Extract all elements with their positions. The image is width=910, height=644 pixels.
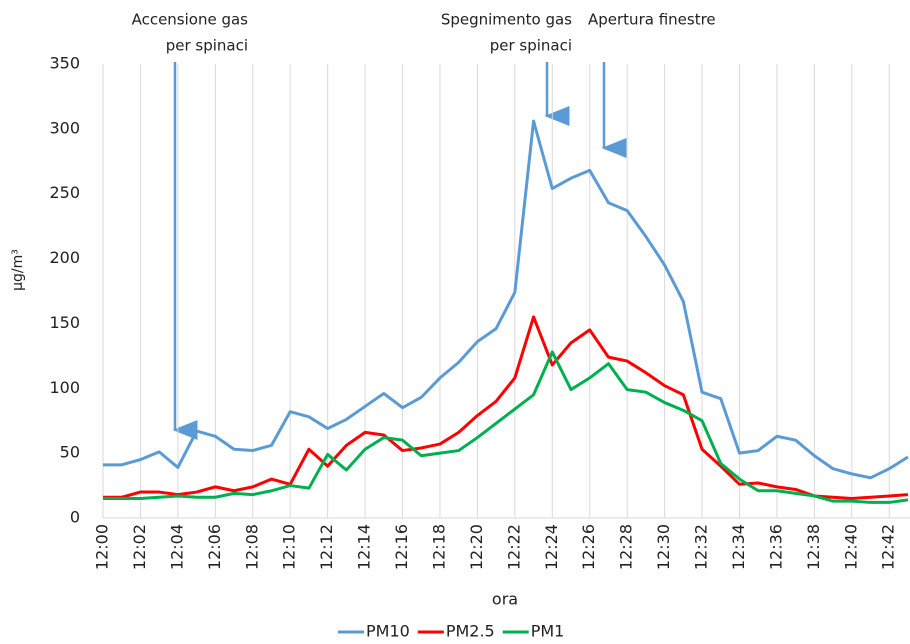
x-tick-label: 12:22 [504, 524, 523, 570]
y-tick-label: 150 [49, 313, 80, 332]
x-tick-label: 12:08 [242, 524, 261, 570]
x-tick-label: 12:04 [167, 524, 186, 570]
x-tick-label: 12:00 [93, 524, 112, 570]
y-tick-label: 350 [49, 54, 80, 73]
x-tick-label: 12:02 [130, 524, 149, 570]
x-tick-label: 12:06 [205, 524, 224, 570]
x-tick-label: 12:30 [654, 524, 673, 570]
x-tick-label: 12:42 [879, 524, 898, 570]
x-tick-label: 12:14 [355, 524, 374, 570]
y-tick-label: 100 [49, 378, 80, 397]
legend-label: PM10 [366, 622, 410, 641]
data-line [103, 315, 909, 501]
x-tick-label: 12:12 [317, 524, 336, 570]
x-tick-label: 12:36 [766, 524, 785, 570]
annotation: Apertura finestre [588, 11, 716, 29]
y-tick-label: 250 [49, 183, 80, 202]
annotation: Spegnimento gas [441, 11, 572, 29]
x-tick-label: 12:18 [429, 524, 448, 570]
y-axis-label: µg/m³ [10, 249, 26, 291]
x-tick-label: 12:10 [280, 524, 299, 570]
x-tick-label: 12:34 [729, 524, 748, 570]
annotation: Accensione gas [132, 11, 249, 29]
legend-label: PM1 [531, 622, 565, 641]
x-tick-label: 12:32 [692, 524, 711, 570]
y-tick-label: 0 [70, 508, 80, 527]
legend-label: PM2.5 [446, 622, 495, 641]
x-tick-label: 12:40 [841, 524, 860, 570]
y-tick-label: 300 [49, 118, 80, 137]
x-tick-label: 12:24 [542, 524, 561, 570]
x-tick-label: 12:38 [804, 524, 823, 570]
x-tick-label: 12:26 [579, 524, 598, 570]
annotation: per spinaci [490, 37, 572, 55]
data-line [103, 350, 909, 504]
y-tick-label: 50 [60, 443, 80, 462]
x-axis-label: ora [492, 590, 518, 609]
x-tick-label: 12:28 [617, 524, 636, 570]
annotation: per spinaci [166, 37, 248, 55]
x-tick-label: 12:20 [467, 524, 486, 570]
x-tick-label: 12:16 [392, 524, 411, 570]
y-tick-label: 200 [49, 248, 80, 267]
data-line [103, 119, 909, 480]
